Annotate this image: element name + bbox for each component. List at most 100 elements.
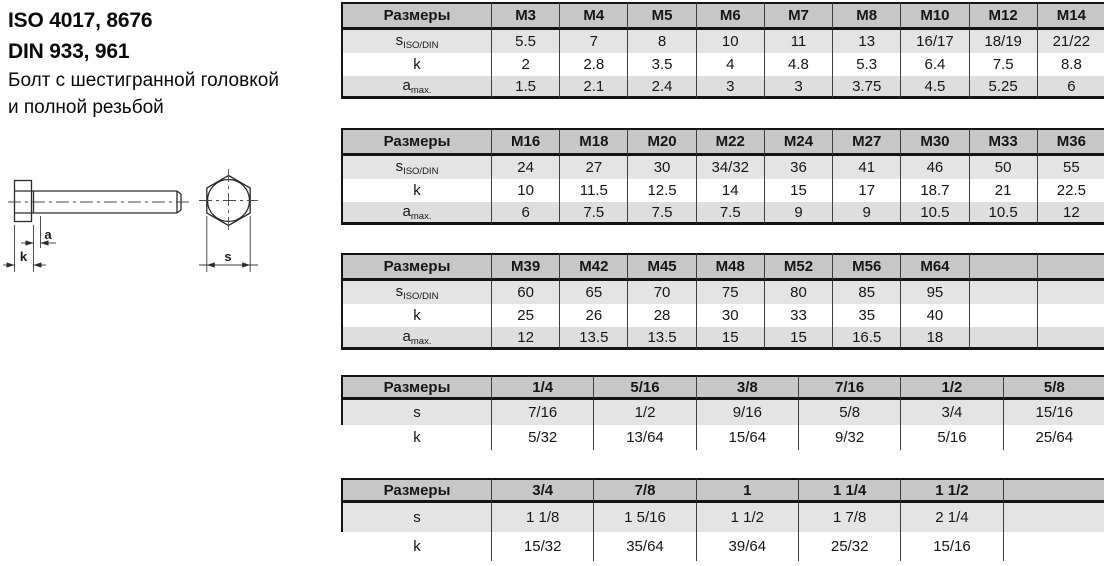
dimension-value: 70 (627, 281, 696, 304)
bolt-technical-drawing: a k (3, 169, 258, 272)
dimension-value: 80 (763, 281, 833, 304)
dimension-value: 12.5 (627, 179, 696, 202)
dimension-value: 2 1/4 (900, 503, 1003, 532)
standard-title-iso: ISO 4017, 8676 (8, 9, 153, 32)
table-row: amax. 1.5 2.1 2.4 3 3 3.75 4.5 5.25 6 (341, 76, 1104, 99)
size-column-header: 1 1/2 (900, 478, 1003, 503)
bolt-side-view (8, 179, 190, 223)
header-row: Размеры M3 M4 M5 M6 M7 M8 M10 M12 M14 (341, 2, 1104, 30)
dimension-value: 65 (559, 281, 628, 304)
size-column-header: M12 (968, 2, 1037, 30)
dim-label-s: s (224, 249, 231, 264)
dimension-value: 40 (900, 304, 969, 327)
table-row: amax. 12 13.5 13.5 15 15 16.5 18 (341, 327, 1104, 350)
row-label: sISO/DIN (341, 30, 491, 53)
size-column-header: 1/4 (491, 375, 594, 400)
left-pane: ISO 4017, 8676 DIN 933, 961 Болт с шести… (0, 0, 341, 566)
size-column-header: M7 (763, 2, 833, 30)
header-row: Размеры M16 M18 M20 M22 M24 M27 M30 M33 M36 (341, 128, 1104, 156)
table-row: k 25 26 28 30 33 35 40 (341, 304, 1104, 327)
dimension-value: 3.5 (627, 53, 696, 76)
dimension-value: 5.3 (832, 53, 901, 76)
dimension-value: 1 7/8 (797, 503, 901, 532)
dimension-value: 2 (491, 53, 560, 76)
size-column-header (968, 253, 1037, 281)
size-column-header: 1 1/4 (797, 478, 901, 503)
dimension-value: 21 (968, 179, 1037, 202)
dimension-value: 21/22 (1036, 30, 1104, 53)
dimension-value: 2.4 (627, 76, 696, 99)
tables-pane: Размеры M3 M4 M5 M6 M7 M8 M10 M12 M14 sISO/DIN 5.5 7… (341, 0, 1104, 566)
dimension-value: 5.5 (491, 30, 560, 53)
table-corner-header: Размеры (341, 478, 491, 503)
size-column-header: 7/16 (797, 375, 901, 400)
inch-table-3-4-to-1-1-2: Размеры 3/4 7/8 1 1 1/4 1 1/2 s 1 1/8 1 5/16 1 1/… (341, 478, 1104, 561)
dimension-value: 2.8 (559, 53, 628, 76)
size-column-header: 1 (695, 478, 798, 503)
dimension-value: 5/8 (797, 400, 901, 425)
dimension-value: 30 (627, 156, 696, 179)
dim-label-a: a (44, 227, 52, 242)
dimension-value: 18.7 (900, 179, 969, 202)
size-column-header: M24 (763, 128, 833, 156)
table-row: k 5/32 13/64 15/64 9/32 5/16 25/64 (341, 425, 1104, 450)
dimension-value: 39/64 (695, 532, 798, 561)
standard-title-din: DIN 933, 961 (8, 40, 130, 63)
size-column-header: M52 (763, 253, 833, 281)
size-column-header: M4 (559, 2, 628, 30)
dimension-value: 4 (695, 53, 764, 76)
product-description-line2: и полной резьбой (8, 97, 164, 118)
dimension-value: 5.25 (968, 76, 1037, 99)
metric-table-m3-m14: Размеры M3 M4 M5 M6 M7 M8 M10 M12 M14 sISO/DIN 5.5 7… (341, 2, 1104, 99)
size-column-header: 3/4 (491, 478, 594, 503)
dimension-value: 15 (763, 179, 833, 202)
dimension-value: 28 (627, 304, 696, 327)
size-column-header (1002, 478, 1104, 503)
row-label: k (341, 179, 491, 202)
size-column-header: M39 (491, 253, 560, 281)
row-label: sISO/DIN (341, 156, 491, 179)
dimension-value: 24 (491, 156, 560, 179)
dimension-value: 35 (832, 304, 901, 327)
dimension-value: 17 (832, 179, 901, 202)
dimension-value: 13.5 (627, 327, 696, 350)
dimension-value (1002, 503, 1104, 532)
bolt-head-front-view (199, 169, 258, 232)
dimension-value: 6 (491, 202, 560, 225)
dimension-value: 13.5 (559, 327, 628, 350)
dimension-value: 15/32 (491, 532, 594, 561)
size-column-header: 3/8 (695, 375, 798, 400)
dimension-value: 16/17 (900, 30, 969, 53)
row-label: s (341, 400, 491, 425)
table-row: sISO/DIN 60 65 70 75 80 85 95 (341, 281, 1104, 304)
dimension-value: 3 (763, 76, 833, 99)
dimension-value: 26 (559, 304, 628, 327)
dimension-value (968, 327, 1037, 350)
row-label: k (341, 53, 491, 76)
dimension-value: 11 (763, 30, 833, 53)
dimension-value: 10 (695, 30, 764, 53)
dimension-value: 1/2 (593, 400, 696, 425)
table-row: sISO/DIN 24 27 30 34/32 36 41 46 50 55 (341, 156, 1104, 179)
dimension-value: 25 (491, 304, 560, 327)
row-label: k (341, 304, 491, 327)
dimension-value: 41 (832, 156, 901, 179)
dimension-value: 9 (763, 202, 833, 225)
dimension-value: 10.5 (968, 202, 1037, 225)
table-corner-header: Размеры (341, 2, 491, 30)
dimension-value: 4.5 (900, 76, 969, 99)
row-label: amax. (341, 327, 491, 350)
dimension-value: 16.5 (832, 327, 901, 350)
table-row: sISO/DIN 5.5 7 8 10 11 13 16/17 18/19 21/22 (341, 30, 1104, 53)
size-column-header: M16 (491, 128, 560, 156)
size-column-header: M5 (627, 2, 696, 30)
header-row: Размеры 3/4 7/8 1 1 1/4 1 1/2 (341, 478, 1104, 503)
dimension-value: 15/16 (1002, 400, 1104, 425)
row-label: sISO/DIN (341, 281, 491, 304)
dimension-value: 18 (900, 327, 969, 350)
dimension-k: k (3, 225, 46, 272)
size-column-header: M3 (491, 2, 560, 30)
dimension-value: 7/16 (491, 400, 594, 425)
dimension-value: 22.5 (1036, 179, 1104, 202)
size-column-header: 5/16 (593, 375, 696, 400)
